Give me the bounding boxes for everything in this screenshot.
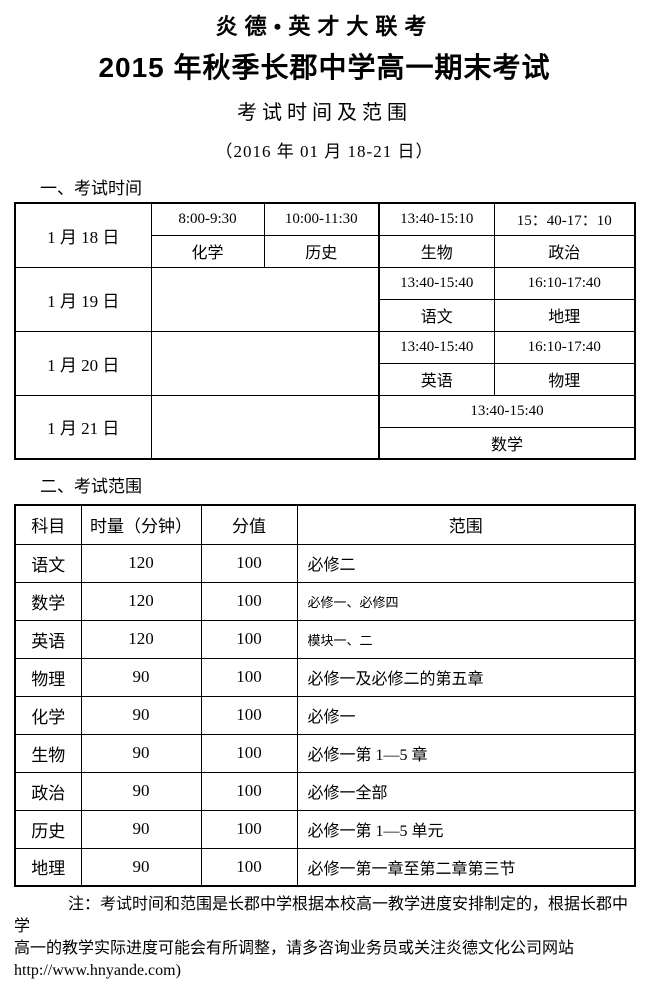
minutes-cell: 90	[80, 771, 202, 811]
score-cell: 100	[200, 581, 298, 621]
empty-cell	[150, 330, 380, 396]
subject-cell: 地理	[493, 298, 636, 332]
table-row: 英语 120 100 模块一、二	[14, 619, 636, 659]
table-row: 物理 90 100 必修一及必修二的第五章	[14, 657, 636, 697]
subject-cell: 政治	[14, 771, 82, 811]
date-cell: 1 月 20 日	[14, 330, 152, 396]
time-cell: 8:00-9:30	[150, 202, 265, 236]
table-row: 数学	[15, 426, 636, 460]
table-row: 1 月 18 日 8:00-9:30 10:00-11:30 13:40-15:…	[14, 202, 636, 268]
range-cell: 必修一第一章至第二章第三节	[296, 847, 636, 887]
score-cell: 100	[200, 733, 298, 773]
table-row: 1 月 21 日 13:40-15:40	[14, 394, 636, 460]
subject-cell: 生物	[378, 234, 495, 268]
minutes-cell: 120	[80, 543, 202, 583]
subject-cell: 语文	[14, 543, 82, 583]
table-row: 政治 90 100 必修一全部	[14, 771, 636, 811]
brand-title: 炎德•英才大联考	[215, 14, 434, 39]
score-cell: 100	[200, 657, 298, 697]
time-cell: 13:40-15:10	[378, 202, 495, 236]
footnote: 注：考试时间和范围是长郡中学根据本校高一教学进度安排制定的，根据长郡中学 高一的…	[14, 894, 634, 982]
header-cell-minutes: 时量（分钟）	[80, 504, 202, 545]
score-cell: 100	[200, 619, 298, 659]
table-row: 语文 地理	[15, 298, 636, 332]
footnote-url-line: http://www.hnyande.com)	[14, 962, 181, 979]
section-heading-exam-scope: 二、考试范围	[40, 477, 142, 496]
minutes-cell: 90	[80, 847, 202, 887]
subtitle-time-and-scope: 考试时间及范围	[237, 102, 412, 124]
table-row: 语文 120 100 必修二	[14, 543, 636, 583]
subject-cell: 政治	[493, 234, 636, 268]
range-cell: 必修一	[296, 695, 636, 735]
subject-cell: 化学	[150, 234, 265, 268]
time-cell: 13:40-15:40	[378, 330, 495, 364]
date-cell: 1 月 18 日	[14, 202, 152, 268]
score-cell: 100	[200, 543, 298, 583]
time-cell: 15：40-17：10	[493, 202, 636, 236]
table-row: 地理 90 100 必修一第一章至第二章第三节	[14, 847, 636, 887]
minutes-cell: 120	[80, 619, 202, 659]
range-cell: 必修一全部	[296, 771, 636, 811]
subject-cell: 数学	[14, 581, 82, 621]
range-cell: 必修一第 1—5 章	[296, 733, 636, 773]
range-cell: 必修一第 1—5 单元	[296, 809, 636, 849]
table-header-row: 科目 时量（分钟） 分值 范围	[14, 504, 636, 545]
range-cell: 必修二	[296, 543, 636, 583]
score-cell: 100	[200, 809, 298, 849]
table-row: 化学 90 100 必修一	[14, 695, 636, 735]
date-cell: 1 月 21 日	[14, 394, 152, 460]
minutes-cell: 90	[80, 733, 202, 773]
header-cell-range: 范围	[296, 504, 636, 545]
subject-cell: 历史	[263, 234, 380, 268]
subject-cell: 历史	[14, 809, 82, 849]
subject-cell: 英语	[378, 362, 495, 396]
date-cell: 1 月 19 日	[14, 266, 152, 332]
minutes-cell: 120	[80, 581, 202, 621]
time-cell: 10:00-11:30	[263, 202, 380, 236]
table-row: 历史 90 100 必修一第 1—5 单元	[14, 809, 636, 849]
footnote-line: 注：考试时间和范围是长郡中学根据本校高一教学进度安排制定的，根据长郡中学	[14, 896, 629, 935]
score-cell: 100	[200, 847, 298, 887]
table-row: 1 月 20 日 13:40-15:40 16:10-17:40	[14, 330, 636, 396]
header-cell-subject: 科目	[14, 504, 82, 545]
subject-cell: 化学	[14, 695, 82, 735]
exam-title: 2015 年秋季长郡中学高一期末考试	[98, 52, 551, 83]
subject-cell: 生物	[14, 733, 82, 773]
header-cell-score: 分值	[200, 504, 298, 545]
time-cell: 13:40-15:40	[378, 394, 636, 428]
subject-cell: 英语	[14, 619, 82, 659]
minutes-cell: 90	[80, 695, 202, 735]
range-cell: 模块一、二	[296, 619, 636, 659]
exam-date-range: （2016 年 01 月 18-21 日）	[215, 142, 434, 161]
footnote-line: 高一的教学实际进度可能会有所调整，请多咨询业务员或关注炎德文化公司网站	[14, 940, 575, 957]
subject-cell: 物理	[14, 657, 82, 697]
table-row: 生物 90 100 必修一第 1—5 章	[14, 733, 636, 773]
subject-cell: 数学	[378, 426, 636, 460]
document-header: 炎德•英才大联考 2015 年秋季长郡中学高一期末考试 考试时间及范围 （201…	[0, 0, 649, 162]
subject-cell: 物理	[493, 362, 636, 396]
range-cell: 必修一及必修二的第五章	[296, 657, 636, 697]
score-cell: 100	[200, 695, 298, 735]
minutes-cell: 90	[80, 809, 202, 849]
time-cell: 16:10-17:40	[493, 330, 636, 364]
table-row: 英语 物理	[15, 362, 636, 396]
exam-scope-table: 科目 时量（分钟） 分值 范围 语文 120 100 必修二 数学 120 10…	[14, 504, 636, 887]
score-cell: 100	[200, 771, 298, 811]
minutes-cell: 90	[80, 657, 202, 697]
subject-cell: 语文	[378, 298, 495, 332]
subject-cell: 地理	[14, 847, 82, 887]
range-cell: 必修一、必修四	[296, 581, 636, 621]
time-cell: 13:40-15:40	[378, 266, 495, 300]
section-heading-exam-time: 一、考试时间	[40, 179, 142, 198]
table-row: 1 月 19 日 13:40-15:40 16:10-17:40	[14, 266, 636, 332]
time-cell: 16:10-17:40	[493, 266, 636, 300]
table-row: 化学 历史 生物 政治	[15, 234, 636, 268]
exam-schedule-table: 1 月 18 日 8:00-9:30 10:00-11:30 13:40-15:…	[14, 202, 636, 460]
empty-cell	[150, 394, 380, 460]
empty-cell	[150, 266, 380, 332]
table-row: 数学 120 100 必修一、必修四	[14, 581, 636, 621]
